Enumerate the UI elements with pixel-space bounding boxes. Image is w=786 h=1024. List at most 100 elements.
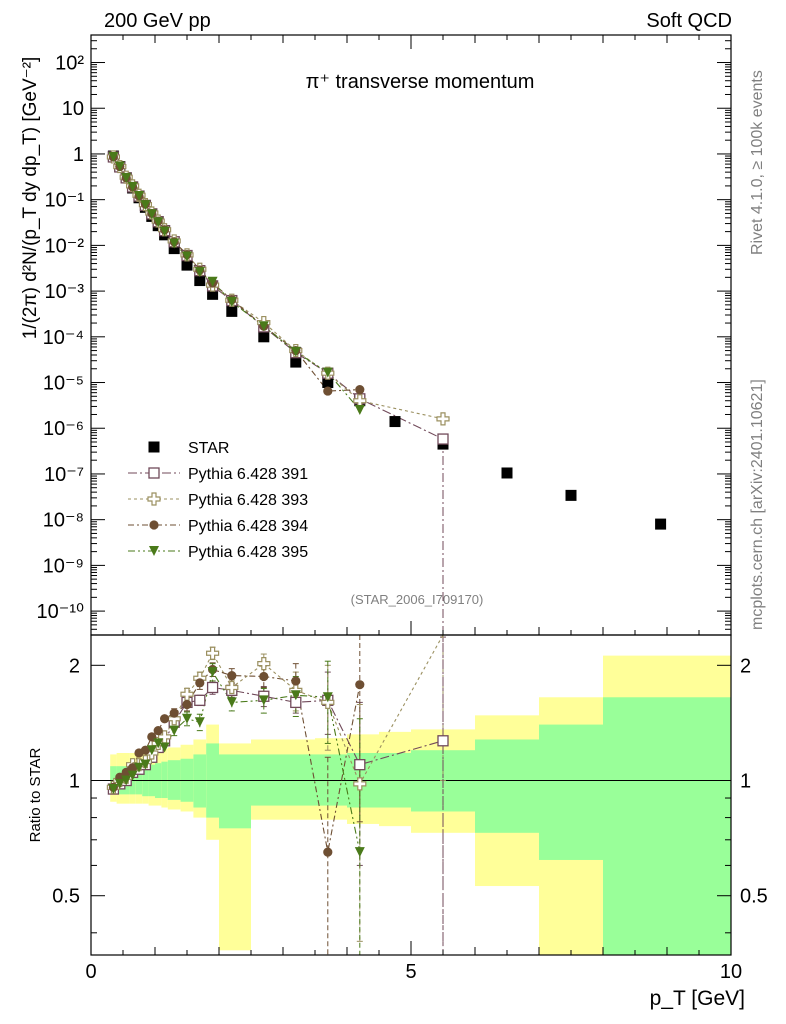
marker-star [389, 416, 401, 428]
marker-393 [436, 412, 450, 426]
header-left: 200 GeV pp [104, 10, 211, 32]
axis-ticks: 0 5 10 10⁻¹⁰ 10⁻⁹ 10⁻⁸ 10⁻⁷ 10⁻⁶ 10⁻⁵ 10⁻⁴ 10⁻³ 10⁻… [37, 34, 768, 983]
marker-394 [149, 520, 159, 530]
marker-394 [121, 767, 131, 778]
y-tick-label: 10⁻¹ [45, 190, 85, 212]
marker-395 [146, 209, 157, 220]
y-tick-label: 10⁻⁸ [43, 510, 84, 532]
marker-395 [322, 692, 333, 703]
side-label-top: Rivet 4.1.0, ≥ 100k events [749, 70, 766, 255]
ratio-tick-label-right: 0.5 [740, 886, 768, 908]
marker-393 [257, 657, 271, 671]
y-tick-label: 10⁻⁵ [43, 373, 84, 395]
marker-395 [182, 713, 192, 724]
marker-395 [207, 667, 218, 678]
marker-395 [134, 762, 144, 773]
marker-393 [147, 492, 161, 506]
marker-395 [354, 405, 365, 416]
marker-star [258, 331, 270, 343]
legend-label: Pythia 6.428 393 [188, 492, 308, 509]
marker-391 [206, 681, 219, 694]
marker-391 [354, 759, 366, 771]
marker-395 [153, 738, 164, 749]
x-tick-label: 0 [85, 961, 96, 983]
marker-395 [108, 784, 119, 795]
marker-395 [140, 759, 151, 770]
analysis-label: (STAR_2006_I709170) [351, 592, 484, 607]
y-tick-label: 10⁻¹⁰ [37, 601, 84, 623]
marker-star [655, 518, 667, 530]
y-tick-label: 10² [55, 53, 84, 75]
marker-star [194, 275, 206, 287]
band-green [161, 761, 168, 799]
marker-star [181, 259, 193, 271]
x-axis-label: p_T [GeV] [650, 987, 745, 1010]
plot-title: π⁺ transverse momentum [306, 71, 535, 93]
marker-star [148, 441, 160, 453]
ratio-tick-label-right: 2 [740, 655, 751, 677]
series-line-ratio [112, 668, 361, 853]
marker-394 [153, 726, 163, 736]
marker-395 [258, 321, 269, 332]
marker-395 [140, 200, 151, 211]
legend-label: Pythia 6.428 391 [188, 466, 308, 483]
marker-391 [194, 694, 206, 706]
y-tick-label: 10⁻⁴ [43, 327, 84, 349]
band-green [603, 697, 731, 955]
marker-394 [291, 676, 301, 686]
marker-395 [169, 725, 180, 736]
marker-394 [128, 763, 138, 773]
marker-394 [355, 385, 365, 395]
marker-395 [194, 267, 205, 278]
marker-393 [206, 646, 220, 660]
marker-395 [121, 775, 132, 786]
marker-394 [323, 386, 333, 396]
legend-label: Pythia 6.428 394 [188, 518, 308, 535]
x-tick-label: 5 [405, 961, 416, 983]
marker-393 [353, 777, 367, 791]
marker-395 [127, 770, 138, 781]
y-tick-label: 10⁻⁹ [43, 555, 84, 577]
marker-394 [259, 671, 269, 682]
error-bars [171, 439, 446, 955]
marker-394 [160, 714, 170, 724]
marker-395 [207, 276, 218, 287]
marker-395 [146, 745, 157, 756]
marker-395 [153, 217, 164, 228]
marker-395 [127, 181, 138, 192]
marker-star [565, 489, 577, 501]
marker-star [168, 243, 180, 255]
band-green [315, 754, 347, 806]
marker-395 [290, 346, 301, 357]
ratio-tick-label: 2 [69, 655, 80, 677]
main-plot-frame [90, 34, 732, 636]
marker-391 [437, 433, 449, 445]
marker-395 [121, 172, 132, 183]
y-tick-label: 10⁻⁶ [43, 418, 84, 440]
legend-label: Pythia 6.428 395 [188, 544, 308, 561]
y-tick-label: 10⁻² [45, 235, 85, 257]
band-green [539, 724, 603, 860]
marker-394 [227, 670, 237, 681]
marker-395 [258, 695, 269, 706]
band-green [283, 754, 315, 806]
marker-395 [114, 778, 125, 789]
marker-395 [354, 847, 365, 858]
marker-393 [180, 687, 194, 701]
marker-star [501, 467, 513, 479]
series-line-main [112, 156, 360, 392]
marker-394 [323, 847, 333, 857]
marker-395 [159, 742, 170, 753]
marker-394 [140, 745, 150, 755]
header-right: Soft QCD [646, 10, 732, 32]
marker-395 [169, 238, 180, 249]
marker-395 [322, 367, 333, 378]
marker-394 [169, 708, 179, 718]
y-tick-label: 10⁻⁷ [44, 464, 84, 486]
marker-391 [437, 735, 449, 747]
marker-395 [226, 296, 237, 307]
marker-391 [148, 467, 160, 479]
band-green [251, 754, 283, 806]
band-green [219, 754, 251, 829]
ratio-tick-label: 1 [69, 771, 80, 793]
